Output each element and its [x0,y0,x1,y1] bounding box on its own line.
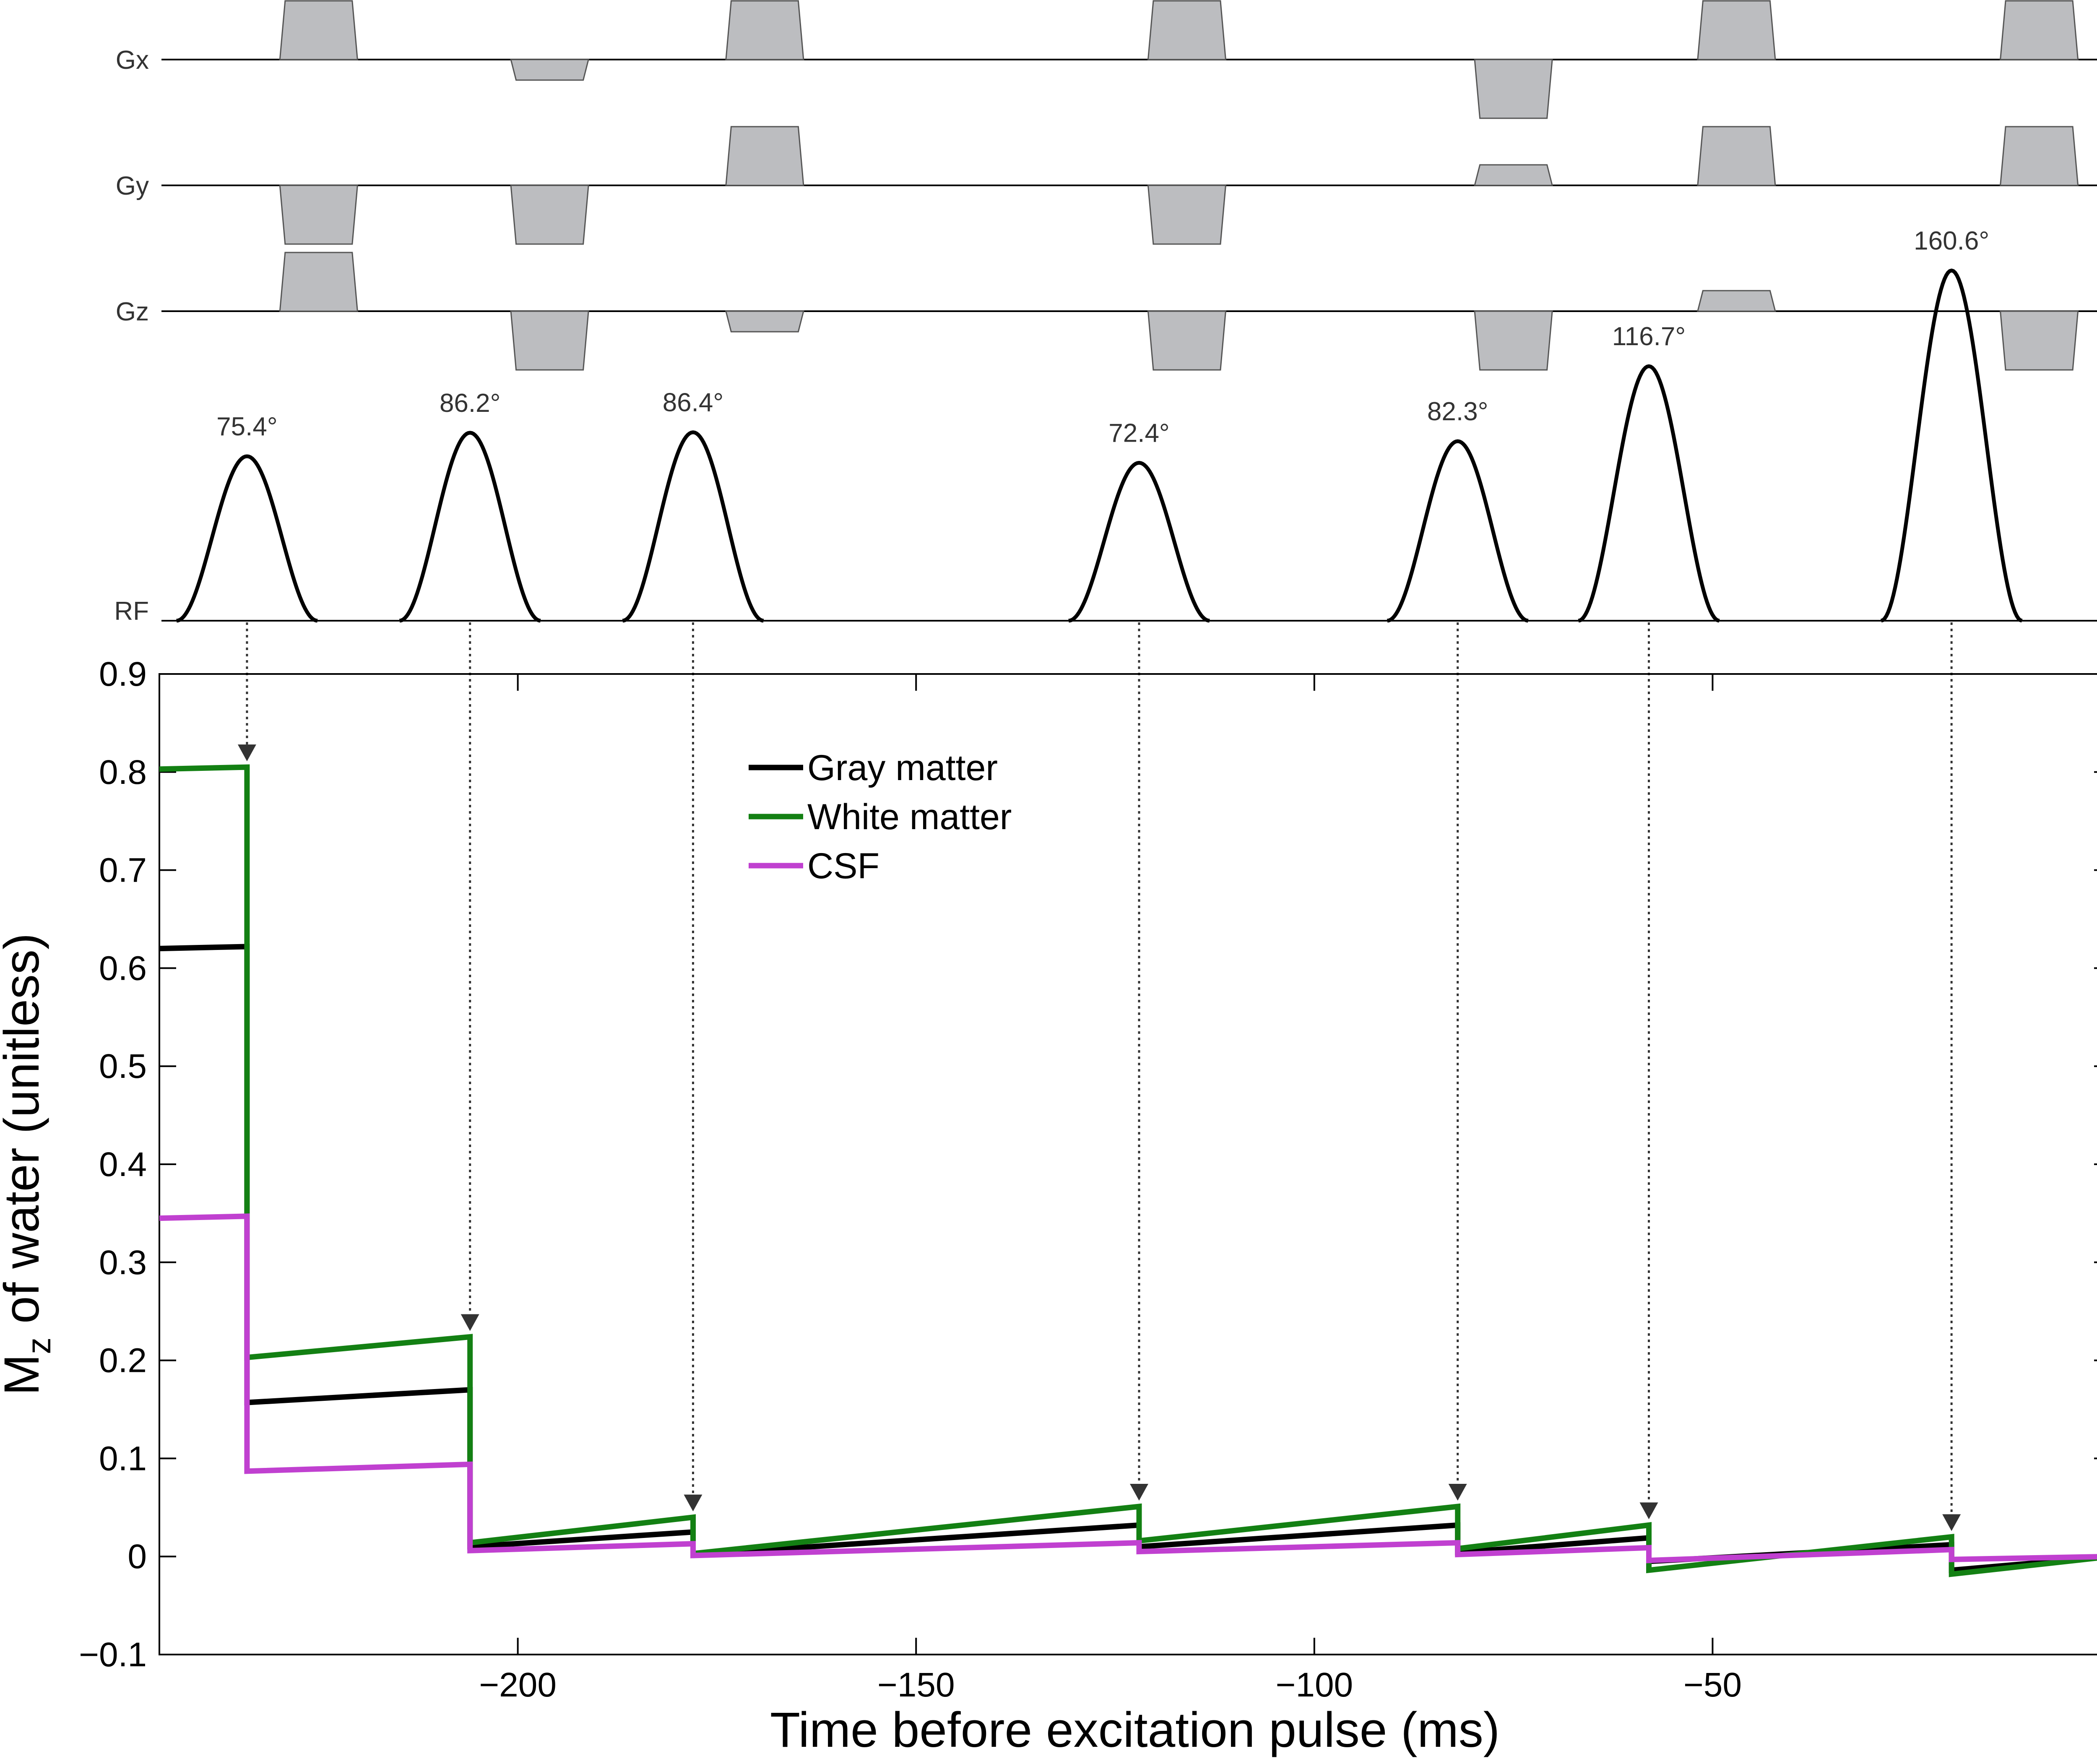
gradient-lobe [1474,310,1553,371]
gradient-lobe [279,252,358,312]
rf-pulse [176,454,318,623]
connector-arrowhead [461,1314,479,1331]
y-tick-label: 0 [127,1538,147,1576]
gradient-lobe [279,0,358,60]
gradient-lobe [1999,310,2079,371]
y-axis-label-subscript: z [20,1337,57,1354]
rf-flip-angle-label: 116.7° [1612,322,1686,351]
gradient-lobe [1696,290,1776,312]
y-tick-label: 0.6 [99,949,147,987]
rf-flip-angle-label: 75.4° [216,412,277,441]
y-tick-label: 0.1 [99,1439,147,1478]
rf-pulse [399,431,541,623]
gradient-lobe [510,59,590,81]
gradient-lobe [1697,0,1776,60]
connector-arrowhead [237,744,256,762]
gradient-lobe [1147,185,1227,245]
rf-flip-angle-label: 160.6° [1914,226,1989,255]
y-tick-label: 0.5 [99,1047,147,1085]
rf-pulse [1387,439,1529,623]
gradient-channel-gx: Gx [116,0,2097,119]
x-tick-label: −50 [1683,1666,1742,1704]
y-axis-ticks: −0.1 0 0.1 0.2 0.3 0.4 0.5 0.6 0.7 0.8 0.9 [79,655,2097,1674]
connector-arrowhead [1129,1483,1148,1501]
y-tick-label: 0.9 [99,655,147,693]
legend-entry-label: White matter [807,797,1012,837]
gradient-lobe [1147,310,1227,371]
gradient-channel-label: Gz [116,297,149,326]
series-line-csf [159,1213,2097,1564]
x-tick-label: −200 [479,1666,557,1704]
rf-channel-label: RF [114,597,149,626]
y-axis-label-rest: of water (unitless) [0,933,49,1337]
gradient-lobe [279,185,358,245]
gradient-channel-gy: Gy [116,126,2097,245]
rf-pulse [1578,364,1720,623]
gradient-channel-gz: Gz [116,252,2097,371]
gradient-lobe [1474,59,1553,119]
series-line-gray-matter [159,944,2097,1573]
connector-arrowhead [1639,1502,1658,1519]
gradient-diagram: Gx Gy Gz [116,0,2097,371]
gradient-channel-label: Gx [116,46,149,75]
x-tick-label: −100 [1275,1666,1353,1704]
gradient-channel-label: Gy [116,172,149,200]
series-line-white-matter [159,764,2097,1577]
plot-area: −0.1 0 0.1 0.2 0.3 0.4 0.5 0.6 0.7 0.8 0.9 −200 −15… [79,655,2097,1704]
rf-flip-angle-label: 82.3° [1427,397,1488,426]
gradient-lobe [1999,0,2079,60]
gradient-lobe [725,0,804,60]
x-axis-ticks: −200−150−100−500 [479,674,1742,1704]
gradient-lobe [1147,0,1227,60]
legend: Gray matter White matter CSF [749,748,1012,886]
connector-arrowhead [1942,1514,1961,1531]
connector-arrowhead [684,1494,702,1512]
y-tick-label: 0.8 [99,753,147,791]
y-tick-label: −0.1 [79,1636,147,1674]
rf-pulse [1880,268,2023,623]
gradient-lobe [1697,126,1776,186]
gradient-lobe [725,126,804,186]
y-axis-label: Mz of water (unitless) [0,933,57,1395]
x-tick-label: −150 [877,1666,955,1704]
series-lines [159,764,2097,1577]
rf-flip-angle-label: 86.4° [663,388,723,417]
y-tick-label: 0.7 [99,851,147,890]
rf-pulse [622,430,764,623]
y-tick-label: 0.4 [99,1145,147,1184]
legend-entry-label: CSF [807,846,879,886]
gradient-lobe [1999,126,2079,186]
rf-pulse-diagram: RF 75.4° 86.2° 86.4° 72.4° 82.3° 116.7° 160.6° [114,226,2097,626]
legend-entry-label: Gray matter [807,748,998,788]
gradient-lobe [725,310,804,333]
rf-flip-angle-label: 72.4° [1108,419,1169,448]
rf-flip-angle-label: 86.2° [440,389,500,418]
y-tick-label: 0.2 [99,1342,147,1380]
connector-arrowhead [1448,1483,1467,1501]
gradient-lobe [1474,164,1553,186]
rf-to-plot-arrows [237,622,1961,1531]
y-tick-label: 0.3 [99,1244,147,1282]
gradient-lobe [510,185,589,245]
rf-pulse [1068,461,1210,623]
x-axis-label: Time before excitation pulse (ms) [770,1702,1500,1758]
gradient-lobe [510,310,589,371]
y-axis-label-main: M [0,1354,49,1395]
